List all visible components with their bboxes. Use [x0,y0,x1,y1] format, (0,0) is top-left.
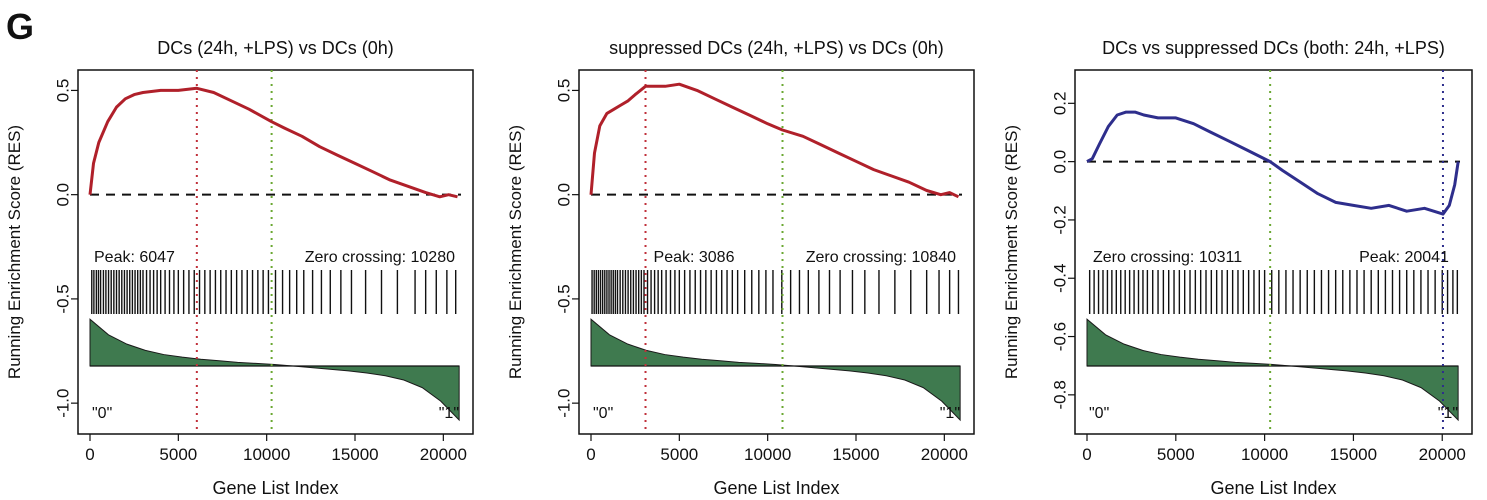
y-tick-label: 0.0 [554,183,573,207]
y-tick-label: -1.0 [53,389,72,418]
end-label-1: "1" [940,405,960,422]
y-tick-label: -0.4 [1050,264,1069,293]
gene-hit-ticks [91,270,457,314]
y-axis-label: Running Enrichment Score (RES) [5,125,24,379]
x-tick-label: 0 [586,445,595,464]
gene-hit-ticks [1088,270,1459,314]
peak-label: Peak: 20041 [1359,249,1449,266]
x-tick-label: 0 [1082,445,1091,464]
y-tick-label: -1.0 [554,389,573,418]
running-enrichment-score-line [88,86,458,199]
ranked-metric-area [1086,318,1459,422]
x-tick-label: 5000 [660,445,698,464]
y-tick-label: -0.8 [1050,380,1069,409]
ranked-metric-area [89,318,460,422]
x-tick-label: 15000 [832,445,879,464]
y-tick-label: 0.0 [1050,150,1069,174]
y-tick-label: -0.5 [554,284,573,313]
chart-title: suppressed DCs (24h, +LPS) vs DCs (0h) [609,38,944,58]
zero-crossing-label: Zero crossing: 10280 [305,249,455,266]
y-axis-label: Running Enrichment Score (RES) [506,125,525,379]
x-tick-label: 15000 [1330,445,1377,464]
plot-frame [1074,69,1473,435]
x-axis-label: Gene List Index [1210,478,1336,498]
plot-frame [578,69,975,435]
zero-crossing-label: Zero crossing: 10311 [1093,249,1242,266]
gsea-panel-2: suppressed DCs (24h, +LPS) vs DCs (0h) 0.… [506,38,975,498]
running-enrichment-score-line [1086,110,1460,216]
panel-letter: G [6,6,35,47]
gsea-panel-1: DCs (24h, +LPS) vs DCs (0h) 0.5 0.0 -0.5 -1.… [5,38,474,498]
zero-crossing-label: Zero crossing: 10840 [806,249,956,266]
x-tick-label: 15000 [331,445,378,464]
y-tick-label: 0.0 [53,183,72,207]
x-tick-label: 5000 [1157,445,1195,464]
peak-label: Peak: 6047 [94,249,175,266]
end-label-1: "1" [1438,405,1458,422]
end-label-1: "1" [439,405,459,422]
x-tick-label: 10000 [243,445,290,464]
y-tick-label: 0.2 [1050,92,1069,116]
ranked-metric-area [590,318,961,422]
y-tick-label: -0.2 [1050,205,1069,234]
y-tick-label: 0.5 [53,79,72,103]
end-label-0: "0" [593,405,613,422]
chart-title: DCs vs suppressed DCs (both: 24h, +LPS) [1102,38,1445,58]
peak-label: Peak: 3086 [654,249,735,266]
y-axis-label: Running Enrichment Score (RES) [1002,125,1021,379]
x-tick-label: 10000 [1241,445,1288,464]
x-axis-label: Gene List Index [713,478,839,498]
x-tick-label: 0 [85,445,94,464]
x-tick-label: 20000 [921,445,968,464]
y-tick-label: -0.6 [1050,322,1069,351]
y-tick-label: 0.5 [554,79,573,103]
gsea-panel-3: DCs vs suppressed DCs (both: 24h, +LPS) 0… [1002,38,1473,498]
end-label-0: "0" [1089,405,1109,422]
x-tick-label: 20000 [1419,445,1466,464]
gene-hit-ticks [591,270,960,314]
y-tick-label: -0.5 [53,284,72,313]
x-tick-label: 5000 [159,445,197,464]
x-tick-label: 20000 [420,445,467,464]
plot-frame [77,69,474,435]
x-axis-label: Gene List Index [212,478,338,498]
x-tick-label: 10000 [744,445,791,464]
running-enrichment-score-line [589,82,960,199]
end-label-0: "0" [92,405,112,422]
chart-title: DCs (24h, +LPS) vs DCs (0h) [157,38,394,58]
